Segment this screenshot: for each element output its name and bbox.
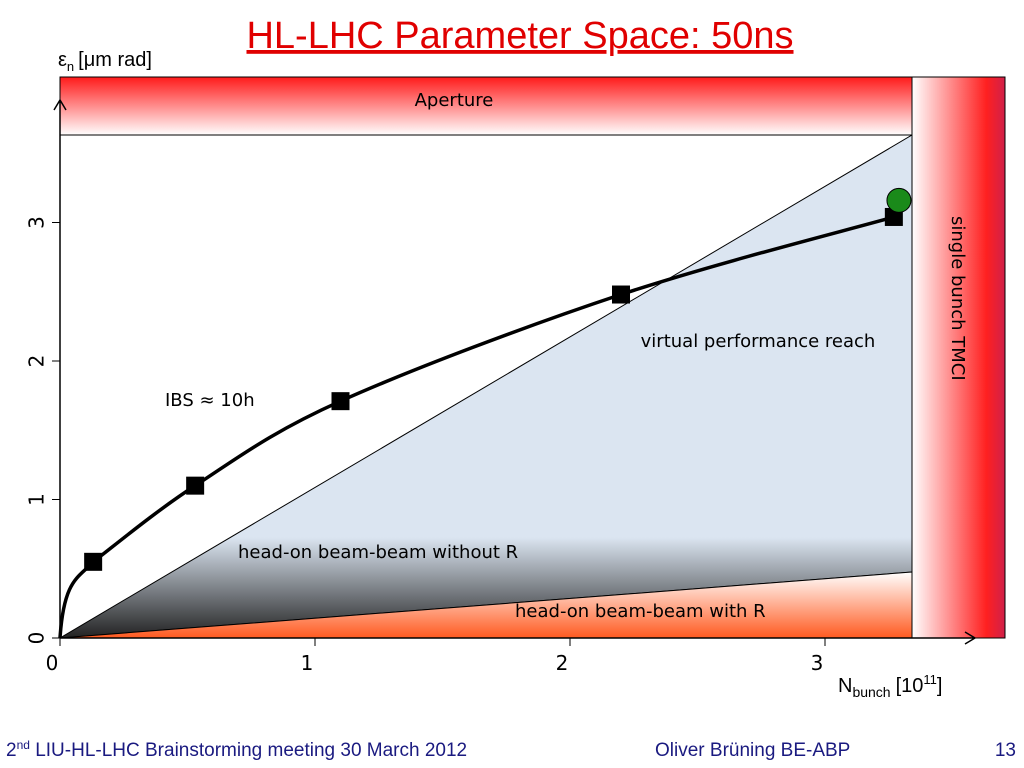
- x-tick-label: 3: [811, 651, 824, 675]
- annotation: head-on beam-beam without R: [238, 542, 518, 563]
- footer-author: Oliver Brüning BE-ABP: [655, 740, 850, 761]
- y-sub: n: [67, 59, 74, 74]
- y-tick-label: 0: [25, 632, 49, 645]
- point-marker: [612, 285, 630, 304]
- x-tick-label: 2: [556, 651, 569, 675]
- annotation: Aperture: [415, 90, 494, 111]
- x-axis-label: Nbunch [1011]: [838, 672, 942, 700]
- y-axis-label: εn [μm rad]: [58, 49, 152, 74]
- x-tick-label: 0: [46, 651, 59, 675]
- target-point: [886, 187, 912, 213]
- ibs-curve: [92, 215, 895, 564]
- y-tick-label: 1: [25, 493, 49, 506]
- annotation: single bunch TMCI: [947, 216, 968, 381]
- event: LIU-HL-LHC Brainstorming meeting 30 Marc…: [30, 740, 467, 761]
- ordinal-suffix: nd: [17, 738, 30, 752]
- title: HL-LHC Parameter Space: 50ns: [246, 15, 793, 57]
- x-close: ]: [937, 675, 943, 697]
- ordinal: 2: [6, 740, 17, 761]
- x-sup: 11: [923, 672, 937, 687]
- point-marker: [84, 552, 103, 571]
- footer-event: 2nd LIU-HL-LHC Brainstorming meeting 30 …: [6, 738, 467, 761]
- x-sub: bunch: [852, 684, 890, 700]
- point-marker: [331, 392, 350, 411]
- annotation: virtual performance reach: [641, 331, 876, 352]
- y-tick-label: 3: [25, 216, 49, 229]
- axes: [53, 98, 977, 645]
- page-number: 13: [995, 740, 1016, 761]
- x-unit: [10: [896, 675, 924, 697]
- regions: [59, 76, 1006, 639]
- aperture-region: [60, 77, 912, 135]
- y-unit: [μm rad]: [78, 49, 152, 71]
- y-tick-label: 2: [25, 355, 49, 368]
- y-symbol: ε: [58, 49, 67, 71]
- point-marker: [186, 476, 205, 495]
- x-symbol: N: [838, 675, 852, 697]
- x-tick-label: 1: [301, 651, 314, 675]
- annotation: head-on beam-beam with R: [515, 601, 766, 622]
- tmci-region: [911, 76, 1006, 639]
- series-label: IBS ≈ 10h: [165, 390, 255, 411]
- footer: 2nd LIU-HL-LHC Brainstorming meeting 30 …: [6, 738, 1016, 761]
